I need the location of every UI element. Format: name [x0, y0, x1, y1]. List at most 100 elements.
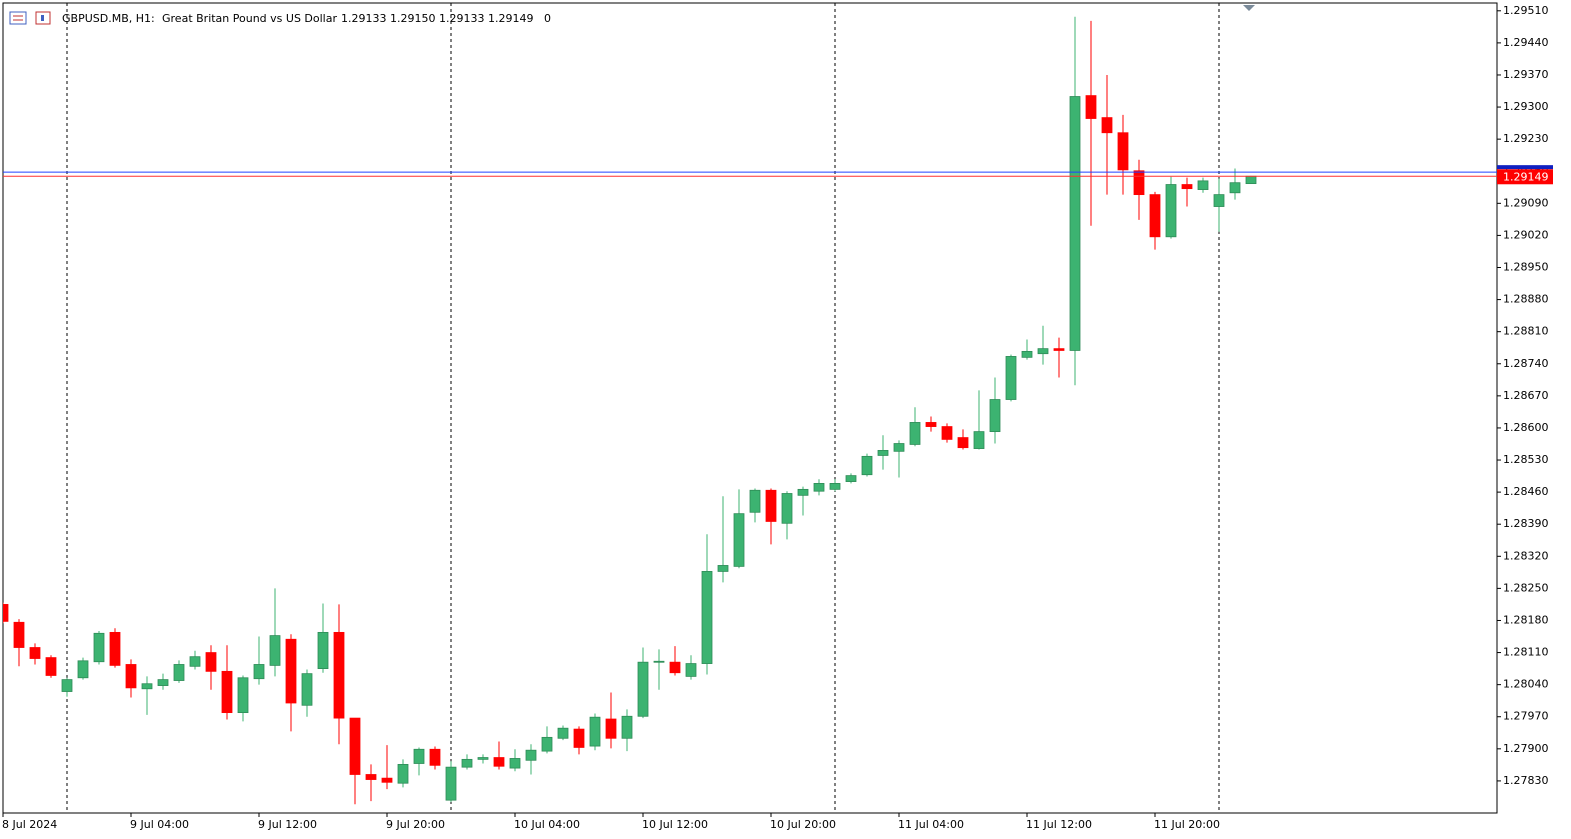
- candle-body: [1117, 132, 1129, 171]
- y-tick-label: 1.27830: [1503, 774, 1549, 787]
- x-tick-label: 10 Jul 04:00: [514, 818, 580, 831]
- candle-body: [413, 748, 425, 764]
- price-tag-label: 1.29149: [1503, 170, 1549, 183]
- candle-body: [13, 621, 25, 648]
- candle-body: [1229, 182, 1241, 194]
- candle-body: [365, 774, 377, 780]
- candle-body: [1245, 175, 1257, 185]
- shift-marker: [1243, 5, 1255, 11]
- candle-body: [1021, 350, 1033, 358]
- y-tick-label: 1.29090: [1503, 196, 1549, 209]
- y-tick-label: 1.29510: [1503, 4, 1549, 17]
- candle-body: [269, 635, 281, 666]
- candle-body: [1053, 348, 1065, 351]
- price-tag: [1497, 169, 1553, 185]
- y-tick-label: 1.28250: [1503, 581, 1549, 594]
- y-tick-label: 1.28810: [1503, 325, 1549, 338]
- candle-body: [61, 679, 73, 692]
- x-tick-label: 10 Jul 12:00: [642, 818, 708, 831]
- x-tick-label: 11 Jul 20:00: [1154, 818, 1220, 831]
- candle-body: [845, 475, 857, 482]
- candle-body: [141, 683, 153, 690]
- candle-body: [925, 422, 937, 427]
- candle-body: [349, 717, 361, 775]
- candle-body: [669, 661, 681, 674]
- ask-tag: [1497, 165, 1553, 170]
- candle-body: [861, 455, 873, 476]
- y-tick-label: 1.27900: [1503, 742, 1549, 755]
- candle-body: [109, 631, 121, 666]
- candle-body: [477, 757, 489, 760]
- y-tick-label: 1.29230: [1503, 132, 1549, 145]
- candle-body: [1005, 356, 1017, 400]
- candles: [3, 16, 1257, 805]
- candle-body: [541, 736, 553, 752]
- y-tick-label: 1.28880: [1503, 293, 1549, 306]
- description: Great Britan Pound vs US Dollar: [162, 12, 337, 25]
- candle-body: [989, 399, 1001, 433]
- candle-body: [941, 426, 953, 440]
- candle-body: [909, 422, 921, 445]
- candle-body: [1181, 184, 1193, 190]
- icon: [41, 15, 44, 21]
- candle-body: [237, 677, 249, 714]
- y-tick-label: 1.29370: [1503, 68, 1549, 81]
- candle-body: [877, 450, 889, 456]
- y-tick-label: 1.28180: [1503, 613, 1549, 626]
- volume: 0: [544, 12, 551, 25]
- candle-body: [957, 437, 969, 449]
- candle-body: [333, 631, 345, 719]
- quote: 1.29133 1.29150 1.29133 1.29149: [341, 12, 533, 25]
- x-tick-label: 8 Jul 2024: [2, 818, 57, 831]
- x-tick-label: 9 Jul 20:00: [386, 818, 445, 831]
- candle-body: [685, 663, 697, 677]
- candle-body: [461, 758, 473, 768]
- candle-body: [813, 483, 825, 492]
- x-tick-label: 10 Jul 20:00: [770, 818, 836, 831]
- candle-body: [1213, 194, 1225, 207]
- candle-body: [317, 631, 329, 670]
- candle-body: [1133, 170, 1145, 196]
- candle-body: [717, 565, 729, 572]
- candle-body: [605, 718, 617, 739]
- candle-body: [301, 673, 313, 706]
- candle-body: [77, 660, 89, 679]
- y-tick-label: 1.28110: [1503, 646, 1549, 659]
- candle-body: [765, 489, 777, 522]
- candle-body: [429, 748, 441, 766]
- candle-body: [589, 716, 601, 747]
- y-tick-label: 1.29020: [1503, 228, 1549, 241]
- candle-body: [557, 727, 569, 739]
- candle-body: [45, 657, 57, 676]
- plot-frame: [2, 2, 1498, 814]
- candle-body: [573, 728, 585, 748]
- candle-body: [1037, 348, 1049, 355]
- y-tick-label: 1.28670: [1503, 389, 1549, 402]
- icon: [9, 11, 27, 25]
- y-tick-label: 1.28460: [1503, 485, 1549, 498]
- candle-body: [701, 571, 713, 664]
- candle-body: [1165, 184, 1177, 238]
- y-tick-label: 1.28040: [1503, 678, 1549, 691]
- y-tick-label: 1.29440: [1503, 36, 1549, 49]
- candle-body: [381, 777, 393, 783]
- candle-body: [621, 715, 633, 739]
- candle-body: [509, 758, 521, 769]
- candle-body: [125, 664, 137, 689]
- candle-body: [797, 488, 809, 496]
- y-tick-label: 1.28600: [1503, 421, 1549, 434]
- candle-body: [205, 652, 217, 672]
- candle-body: [157, 679, 169, 686]
- candle-body: [893, 443, 905, 452]
- y-tick-label: 1.28950: [1503, 260, 1549, 273]
- candle-body: [829, 483, 841, 490]
- candle-body: [733, 513, 745, 567]
- y-tick-label: 1.28320: [1503, 549, 1549, 562]
- y-tick-label: 1.28390: [1503, 517, 1549, 530]
- candle-body: [397, 764, 409, 784]
- candle-body: [1101, 117, 1113, 134]
- candle-body: [221, 670, 233, 714]
- candle-body: [253, 664, 265, 680]
- y-tick-label: 1.28530: [1503, 453, 1549, 466]
